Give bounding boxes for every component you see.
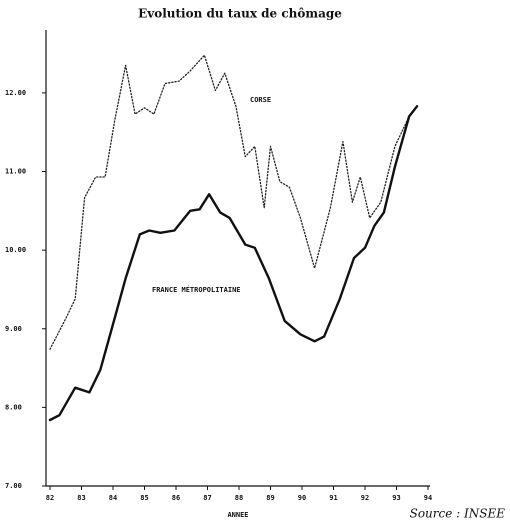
x-tick-label: 82 [46,494,54,502]
y-tick-label: 11.00 [5,168,26,176]
series-label: FRANCE MÉTROPOLITAINE [152,285,241,294]
x-tick-label: 84 [109,494,117,502]
x-tick-label: 88 [235,494,243,502]
x-tick-label: 87 [203,494,211,502]
x-tick-label: 83 [77,494,85,502]
y-tick-label: 12.00 [5,89,26,97]
x-tick-label: 86 [172,494,180,502]
source: Source : INSEE [410,507,506,521]
series-line [49,54,418,350]
x-axis-label: ANNEE [227,511,248,519]
x-tick-label: 85 [140,494,148,502]
chart-title: Evolution du taux de chômage [138,7,342,21]
x-tick-label: 89 [266,494,274,502]
y-tick-label: 8.00 [5,403,22,411]
y-tick-label: 10.00 [5,246,26,254]
x-tick-label: 91 [329,494,337,502]
series-line [48,105,419,422]
x-tick-label: 92 [361,494,369,502]
x-tick-label: 90 [298,494,306,502]
x-tick-label: 94 [424,494,432,502]
y-tick-label: 9.00 [5,325,22,333]
y-tick-label: 7.00 [5,482,22,490]
series-label: CORSE [250,96,271,104]
x-tick-label: 93 [392,494,400,502]
